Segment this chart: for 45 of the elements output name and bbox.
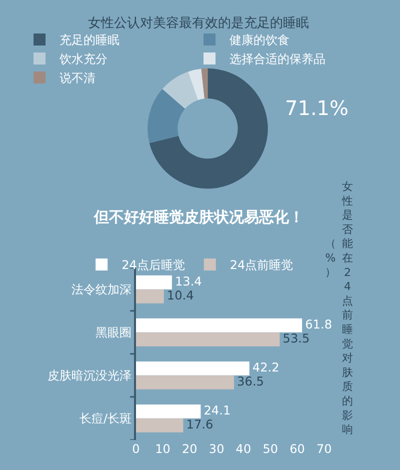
data-label: 17.6 [186,418,214,432]
chart-title: 但不好好睡觉皮肤状况易恶化！ [93,208,304,226]
x-tick-label: 40 [236,442,252,456]
text: 女性是否能在24点前睡觉对肤质的影响 [342,180,353,436]
x-tick-label: 70 [316,442,332,456]
legend-label: 说不清 [60,71,96,86]
x-tick-label: 20 [182,442,198,456]
text: （%） [325,237,336,279]
data-label: 13.4 [174,274,202,289]
data-label: 36.5 [237,374,264,389]
data-label: 53.5 [282,332,310,346]
x-tick-label: 50 [262,442,278,456]
legend-label: 饮水充分 [58,52,108,66]
legend-label: 选择合适的保养品 [230,52,326,66]
chart-title: 女性公认对美容最有效的是充足的睡眠 [88,15,309,31]
data-label: 10.4 [166,288,194,303]
bar [136,404,201,418]
y-tick-label: 长痘/长斑 [79,412,132,426]
bar [136,418,184,432]
x-tick-label: 10 [155,442,170,456]
bar [136,375,234,390]
data-label: 71.1% [285,96,349,120]
donut-slice [149,68,268,189]
data-label: 42.2 [252,360,280,375]
y-tick-label: 法令纹加深 [72,282,132,297]
bar [136,289,164,304]
y-tick-label: 皮肤暗沉没光泽 [48,368,132,383]
donut-slice [201,68,208,99]
data-label: 24.1 [204,404,231,418]
legend-label: 健康的饮食 [230,33,290,48]
bar [136,318,302,332]
y-tick-label: 黑眼圈 [96,326,132,340]
x-tick-label: 60 [290,442,305,456]
bar [136,275,172,290]
donut-slice [188,68,204,100]
donut-slice [148,89,186,144]
bar [136,361,250,376]
legend-label: 24点前睡觉 [230,258,294,272]
x-tick-label: 0 [132,442,140,456]
bar [136,332,280,346]
data-label: 61.8 [305,318,332,332]
legend-label: 24点后睡觉 [122,258,185,272]
legend-label: 充足的睡眠 [60,33,120,48]
donut-slice [162,72,198,109]
x-tick-label: 30 [208,442,224,456]
